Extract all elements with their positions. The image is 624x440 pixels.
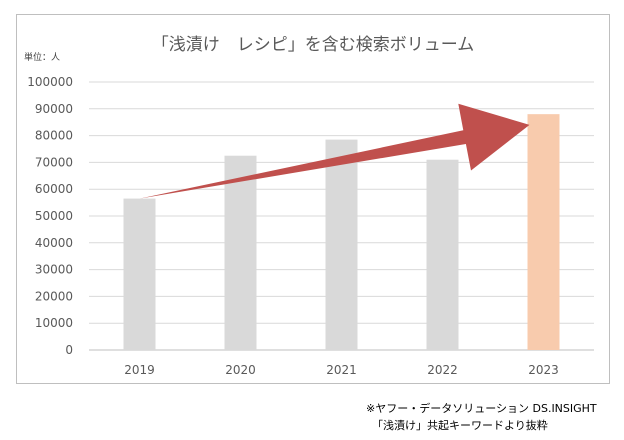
y-tick-label: 50000 bbox=[35, 209, 73, 223]
y-tick-label: 10000 bbox=[35, 316, 73, 330]
x-tick-label: 2019 bbox=[124, 363, 155, 377]
x-tick-label: 2022 bbox=[427, 363, 458, 377]
y-tick-label: 20000 bbox=[35, 289, 73, 303]
y-tick-label: 0 bbox=[65, 343, 73, 357]
y-tick-label: 30000 bbox=[35, 263, 73, 277]
source-note: ※ヤフー・データソリューション DS.INSIGHT bbox=[366, 402, 597, 415]
bar-2021 bbox=[325, 139, 358, 350]
chart-title: 「浅漬け レシピ」を含む検索ボリューム bbox=[152, 35, 475, 55]
x-tick-label: 2021 bbox=[326, 363, 357, 377]
bar-chart: 「浅漬け レシピ」を含む検索ボリューム 単位：人 0 10000 20000 3000… bbox=[24, 35, 594, 377]
method-note: 「浅漬け」共起キーワードより抜粋 bbox=[372, 419, 548, 432]
y-tick-label: 70000 bbox=[35, 155, 73, 169]
unit-label: 単位：人 bbox=[24, 51, 60, 63]
bar-2022 bbox=[426, 159, 459, 350]
x-tick-label: 2023 bbox=[528, 363, 559, 377]
x-tick-label: 2020 bbox=[225, 363, 256, 377]
bar-2019 bbox=[123, 198, 156, 350]
y-tick-label: 100000 bbox=[27, 75, 73, 89]
chart-frame bbox=[16, 14, 610, 384]
y-tick-label: 40000 bbox=[35, 236, 73, 250]
y-tick-label: 60000 bbox=[35, 182, 73, 196]
bar-2023 bbox=[527, 114, 560, 350]
y-tick-label: 80000 bbox=[35, 129, 73, 143]
bar-2020 bbox=[224, 155, 257, 350]
y-tick-label: 90000 bbox=[35, 102, 73, 116]
